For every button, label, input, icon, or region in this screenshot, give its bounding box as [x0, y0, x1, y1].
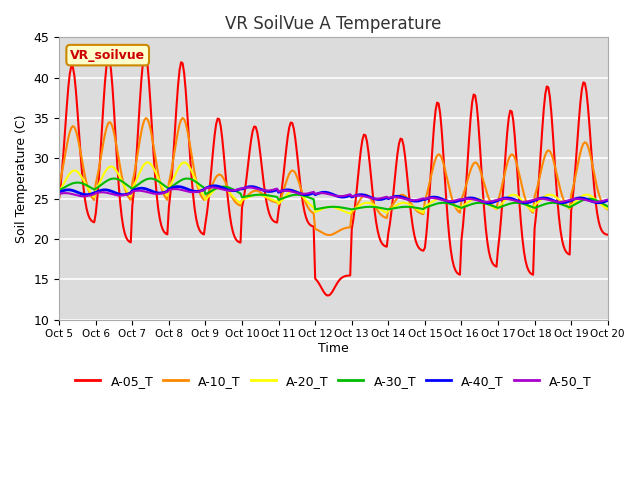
- A-20_T: [401, 200, 409, 206]
- A-40_T: [369, 195, 377, 201]
- A-30_T: [70, 180, 78, 186]
- Text: VR_soilvue: VR_soilvue: [70, 48, 145, 61]
- A-05_T: [371, 208, 378, 214]
- A-30_T: [110, 176, 118, 181]
- A-20_T: [159, 185, 166, 191]
- A-10_T: [325, 232, 333, 238]
- A-30_T: [311, 206, 319, 212]
- A-50_T: [540, 196, 548, 202]
- Line: A-20_T: A-20_T: [59, 162, 608, 214]
- A-50_T: [369, 196, 377, 202]
- A-40_T: [55, 190, 63, 195]
- A-50_T: [400, 196, 408, 202]
- A-20_T: [371, 203, 378, 208]
- A-50_T: [482, 199, 490, 205]
- A-05_T: [323, 293, 331, 299]
- A-20_T: [604, 206, 612, 212]
- A-20_T: [540, 194, 548, 200]
- A-10_T: [540, 157, 548, 163]
- A-05_T: [401, 154, 409, 159]
- A-30_T: [540, 202, 548, 207]
- Legend: A-05_T, A-10_T, A-20_T, A-30_T, A-40_T, A-50_T: A-05_T, A-10_T, A-20_T, A-30_T, A-40_T, …: [70, 370, 596, 393]
- A-05_T: [540, 107, 548, 112]
- Line: A-50_T: A-50_T: [59, 187, 608, 202]
- Title: VR SoilVue A Temperature: VR SoilVue A Temperature: [225, 15, 442, 33]
- A-05_T: [604, 232, 612, 238]
- A-10_T: [401, 193, 409, 199]
- A-10_T: [604, 206, 612, 212]
- A-40_T: [211, 183, 218, 189]
- X-axis label: Time: Time: [318, 342, 349, 355]
- A-50_T: [70, 192, 78, 198]
- A-05_T: [389, 195, 397, 201]
- A-50_T: [604, 197, 612, 203]
- Line: A-40_T: A-40_T: [59, 186, 608, 203]
- A-20_T: [70, 168, 78, 173]
- A-40_T: [400, 194, 408, 200]
- A-05_T: [70, 73, 78, 79]
- A-20_T: [144, 159, 152, 165]
- A-05_T: [159, 227, 166, 232]
- Y-axis label: Soil Temperature (C): Soil Temperature (C): [15, 114, 28, 243]
- A-10_T: [389, 202, 397, 207]
- A-50_T: [157, 191, 165, 196]
- Line: A-10_T: A-10_T: [59, 118, 608, 235]
- A-20_T: [389, 205, 397, 211]
- A-10_T: [159, 189, 166, 195]
- A-05_T: [55, 195, 63, 201]
- A-10_T: [142, 115, 150, 121]
- A-30_T: [159, 181, 166, 187]
- A-50_T: [208, 184, 216, 190]
- A-40_T: [485, 200, 493, 205]
- A-10_T: [371, 203, 378, 208]
- A-50_T: [55, 191, 63, 197]
- A-40_T: [387, 194, 395, 200]
- A-10_T: [55, 182, 63, 188]
- A-30_T: [371, 204, 378, 210]
- A-30_T: [604, 204, 612, 209]
- A-05_T: [141, 51, 148, 57]
- A-40_T: [157, 190, 165, 196]
- A-10_T: [70, 124, 78, 130]
- A-20_T: [346, 211, 354, 216]
- A-20_T: [55, 189, 63, 194]
- A-40_T: [540, 195, 548, 201]
- A-50_T: [387, 194, 395, 200]
- Line: A-30_T: A-30_T: [59, 179, 608, 209]
- A-30_T: [389, 205, 397, 211]
- A-30_T: [55, 187, 63, 193]
- Line: A-05_T: A-05_T: [59, 54, 608, 296]
- A-40_T: [604, 197, 612, 203]
- A-30_T: [401, 204, 409, 210]
- A-40_T: [70, 188, 78, 194]
